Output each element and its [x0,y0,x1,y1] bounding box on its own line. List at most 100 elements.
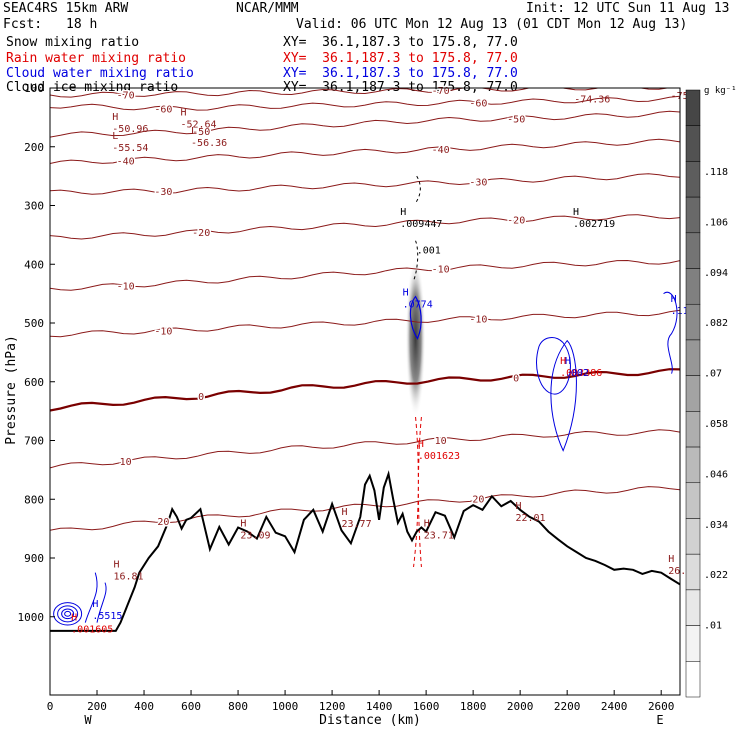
isotherm-label: 0 [513,373,519,384]
isotherm-0 [50,368,680,412]
model-name: SEAC4RS 15km ARW [3,1,129,16]
rain-extremum-value: .001605 [71,625,113,636]
temperature-extremum-value: -55.54 [112,143,148,154]
x-tick-label: 0 [47,700,54,713]
temperature-extremum-value: -50.96 [112,124,148,135]
colorbar-tick-label: .118 [704,167,728,178]
colorbar-swatch [685,661,701,698]
y-tick-label: 200 [24,141,44,154]
isotherm-label: 0 [198,392,204,403]
extremum-mark: H [92,599,98,610]
x-tick-label: 2200 [554,700,581,713]
init-time: Init: 12 UTC Sun 11 Aug 13 [526,1,730,16]
cloud-water-contour [84,572,107,623]
extremum-mark: H [418,439,424,450]
cloud-water-contour [53,602,83,626]
extremum-mark: H [668,554,674,565]
fcst-label: Fcst: [3,17,43,32]
x-tick-label: 800 [228,700,248,713]
snow-extremum-value: .009447 [400,219,442,230]
colorbar-swatch [685,446,701,484]
isotherm-label: 10 [435,436,447,447]
colorbar-swatch [685,339,701,376]
temperature-extremum-value: 23.77 [341,519,371,530]
cloud-extremum-value: .002 [565,368,589,379]
isotherm-label: -10 [432,264,450,275]
snow-extremum-value: .002719 [573,219,615,230]
isotherm-minus-40 [50,138,680,164]
colorbar-swatch [685,89,701,126]
colorbar-swatch [685,303,701,341]
west-end-label: W [84,713,92,727]
cloud-extremum-value: .0774 [403,300,433,311]
x-tick-label: 1400 [366,700,393,713]
y-tick-label: 1000 [18,611,45,624]
temperature-extremum-value: 23.09 [240,531,270,542]
field-xy-snow: XY= 36.1,187.3 to 175.8, 77.0 [283,35,518,50]
isotherm-label: -60 [469,98,487,109]
y-tick-label: 700 [24,435,44,448]
y-tick-label: 900 [24,552,44,565]
colorbar-swatch [685,518,701,555]
cloud-water-contour [536,337,571,395]
valid-time: Valid: 06 UTC Mon 12 Aug 13 (01 CDT Mon … [296,17,688,32]
isotherm-label: 20 [472,495,484,506]
temperature-extremum-value: -75. [671,91,695,102]
cloud-water-contour [61,608,75,620]
colorbar-tick-label: .082 [704,318,728,329]
field-name-snow: Snow mixing ratio [6,35,140,50]
x-tick-label: 400 [134,700,154,713]
colorbar-tick-label: .058 [704,419,728,430]
extremum-mark: L [191,126,197,137]
field-name-rain: Rain water mixing ratio [6,51,187,66]
x-tick-label: 600 [181,700,201,713]
isotherm-label: -10 [469,314,487,325]
isotherm-label: -10 [117,281,135,292]
isotherm-label: 20 [157,517,169,528]
extremum-mark: L [112,131,118,142]
isotherm-label: -50 [192,127,210,138]
temperature-extremum-value: 26.87 [668,566,698,577]
colorbar-swatch [685,411,701,448]
isotherm-label: -10 [154,327,172,338]
cloud-ice-contour [413,175,421,281]
x-tick-label: 1600 [413,700,440,713]
isotherm-label: -30 [469,178,487,189]
colorbar-tick-label: .034 [704,520,728,531]
colorbar-tick-label: .106 [704,217,728,228]
extremum-mark: H [515,501,521,512]
extremum-mark: H [403,288,409,299]
east-end-label: E [656,713,663,727]
x-tick-label: 2000 [507,700,534,713]
colorbar-tick-label: .07 [704,369,722,380]
colorbar-tick-label: .022 [704,570,728,581]
temperature-extremum-value: -52.64 [180,119,216,130]
colorbar-swatch [685,268,701,305]
extremum-mark: H [424,519,430,530]
plot-frame [49,87,681,696]
isotherm-label: -40 [117,156,135,167]
snow-extremum-value: .001 [417,246,441,257]
isotherm-minus-50 [50,110,680,138]
extremum-mark: H [400,207,406,218]
colorbar-swatch [685,589,701,626]
isotherm-label: -20 [507,215,525,226]
extremum-mark: H [671,294,677,305]
isotherm-minus-60 [50,95,680,111]
y-tick-label: 300 [24,200,44,213]
y-axis-title: Pressure (hPa) [4,335,19,445]
temperature-extremum-value: -56.36 [191,138,227,149]
y-tick-label: 400 [24,258,44,271]
x-tick-label: 1000 [272,700,299,713]
isotherm-label: -70 [117,90,135,101]
colorbar-swatch [685,125,701,162]
y-tick-label: 100 [24,82,44,95]
isotherm-label: -30 [154,187,172,198]
cloud-extremum-value: .5515 [92,611,122,622]
x-tick-label: 200 [87,700,107,713]
extremum-mark: H [112,112,118,123]
cloud-extremum-value: .111 [671,306,695,317]
colorbar-swatch [685,232,701,269]
extremum-mark: H [240,519,246,530]
